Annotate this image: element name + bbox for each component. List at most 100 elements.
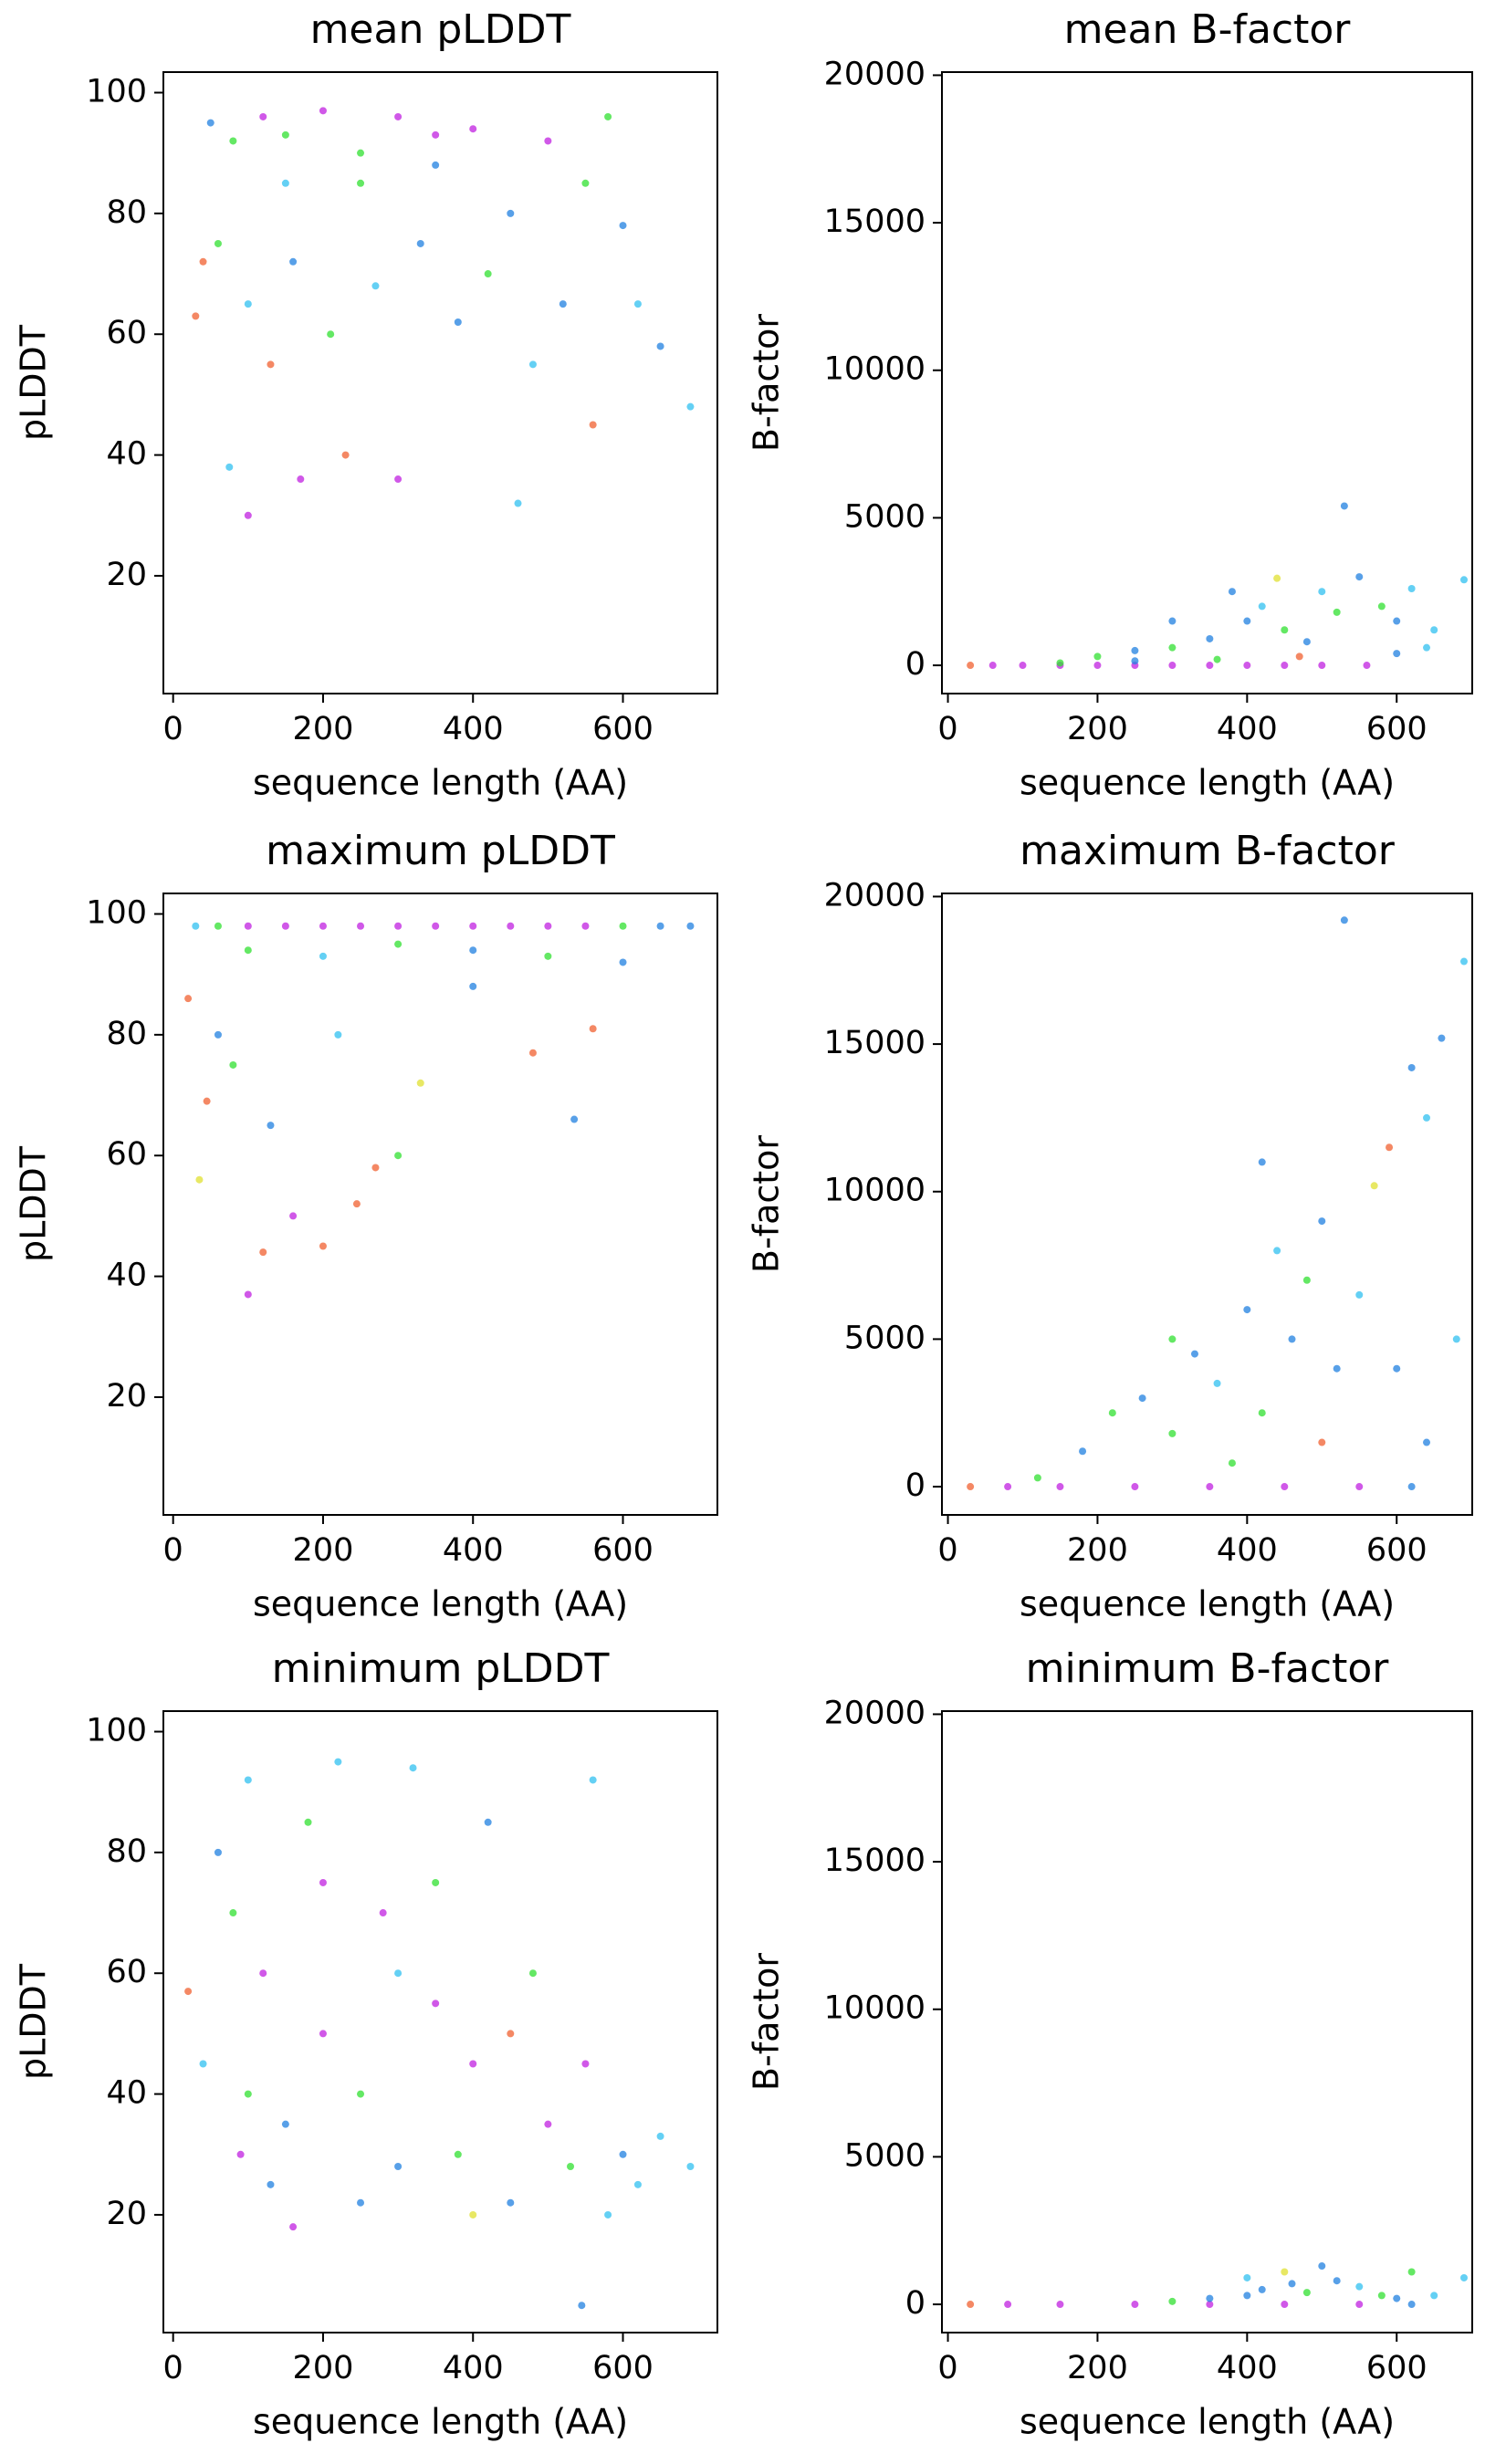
point <box>1318 1438 1326 1446</box>
point <box>1386 1143 1394 1152</box>
point <box>1131 657 1139 665</box>
point <box>357 2198 365 2207</box>
point <box>1295 653 1303 661</box>
point <box>281 2120 289 2128</box>
point <box>229 1909 237 1917</box>
point <box>1206 1483 1214 1491</box>
point <box>633 300 642 308</box>
point <box>1093 662 1102 670</box>
chart-title: minimum B-factor <box>1026 1645 1390 1692</box>
point <box>341 451 350 459</box>
y-tick-label: 15000 <box>824 204 926 240</box>
y-axis-label: pLDDT <box>14 1145 54 1262</box>
x-tick-label: 200 <box>293 711 354 747</box>
point <box>454 318 462 326</box>
point <box>203 1097 211 1105</box>
point <box>394 940 403 948</box>
y-tick-label: 20000 <box>824 877 926 914</box>
point <box>1407 1063 1416 1071</box>
point <box>528 360 537 369</box>
point <box>1131 1483 1139 1491</box>
point <box>1355 2301 1364 2309</box>
axes-frame <box>941 71 1473 694</box>
point <box>1377 2292 1386 2300</box>
point <box>1273 574 1281 582</box>
point <box>1258 2285 1266 2293</box>
point <box>409 1764 417 1772</box>
point <box>544 922 552 930</box>
point <box>1423 643 1431 652</box>
y-axis-label: pLDDT <box>14 1963 54 2080</box>
point <box>1258 1409 1266 1417</box>
point <box>1168 643 1177 652</box>
point <box>656 342 664 350</box>
point <box>1459 2273 1468 2281</box>
point <box>192 922 200 930</box>
point <box>432 131 440 139</box>
point <box>1407 2301 1416 2309</box>
point <box>1273 1247 1281 1255</box>
point <box>259 1248 267 1257</box>
point <box>289 2223 298 2231</box>
point <box>244 946 252 955</box>
point <box>1355 573 1364 581</box>
point <box>357 149 365 157</box>
point <box>289 257 298 266</box>
point <box>1430 626 1438 634</box>
point <box>214 922 222 930</box>
point <box>1281 2268 1289 2276</box>
point <box>1243 2273 1251 2281</box>
point <box>1438 1034 1446 1042</box>
point <box>244 2090 252 2098</box>
y-tick-label: 0 <box>905 1467 926 1504</box>
point <box>394 1152 403 1160</box>
point <box>199 2060 207 2068</box>
point <box>1318 588 1326 596</box>
point <box>1355 1483 1364 1491</box>
point <box>469 982 477 990</box>
point <box>319 2030 327 2038</box>
point <box>1243 1306 1251 1314</box>
point <box>416 1079 424 1087</box>
point <box>1407 584 1416 592</box>
point <box>469 922 477 930</box>
point <box>469 2210 477 2219</box>
point <box>581 922 590 930</box>
point <box>1131 2301 1139 2309</box>
x-tick-label: 200 <box>1067 711 1128 747</box>
point <box>267 2180 275 2188</box>
point <box>214 239 222 247</box>
y-tick-label: 15000 <box>824 1843 926 1879</box>
point <box>1377 602 1386 611</box>
x-axis-label: sequence length (AA) <box>253 763 628 803</box>
point <box>1370 1182 1378 1190</box>
axes-frame <box>941 893 1473 1516</box>
point <box>371 1164 380 1172</box>
point <box>1168 662 1177 670</box>
point <box>1302 1276 1311 1284</box>
point <box>432 1878 440 1886</box>
point <box>1213 655 1221 663</box>
y-tick-label: 10000 <box>824 1173 926 1209</box>
x-tick-label: 0 <box>163 711 183 747</box>
y-axis-label: B-factor <box>747 1135 787 1273</box>
x-axis-label: sequence length (AA) <box>1020 2402 1395 2442</box>
point <box>544 137 552 145</box>
point <box>507 2198 515 2207</box>
point <box>1407 2268 1416 2276</box>
point <box>1206 2294 1214 2302</box>
point <box>319 922 327 930</box>
point <box>281 922 289 930</box>
point <box>394 2163 403 2171</box>
point <box>1079 1447 1087 1456</box>
point <box>236 2150 245 2158</box>
y-tick-label: 20 <box>106 2196 147 2232</box>
axes-frame <box>941 1710 1473 2333</box>
y-tick-label: 100 <box>86 1713 147 1749</box>
point <box>244 511 252 519</box>
x-tick-label: 600 <box>592 711 654 747</box>
y-tick-label: 40 <box>106 436 147 473</box>
point <box>656 2132 664 2140</box>
